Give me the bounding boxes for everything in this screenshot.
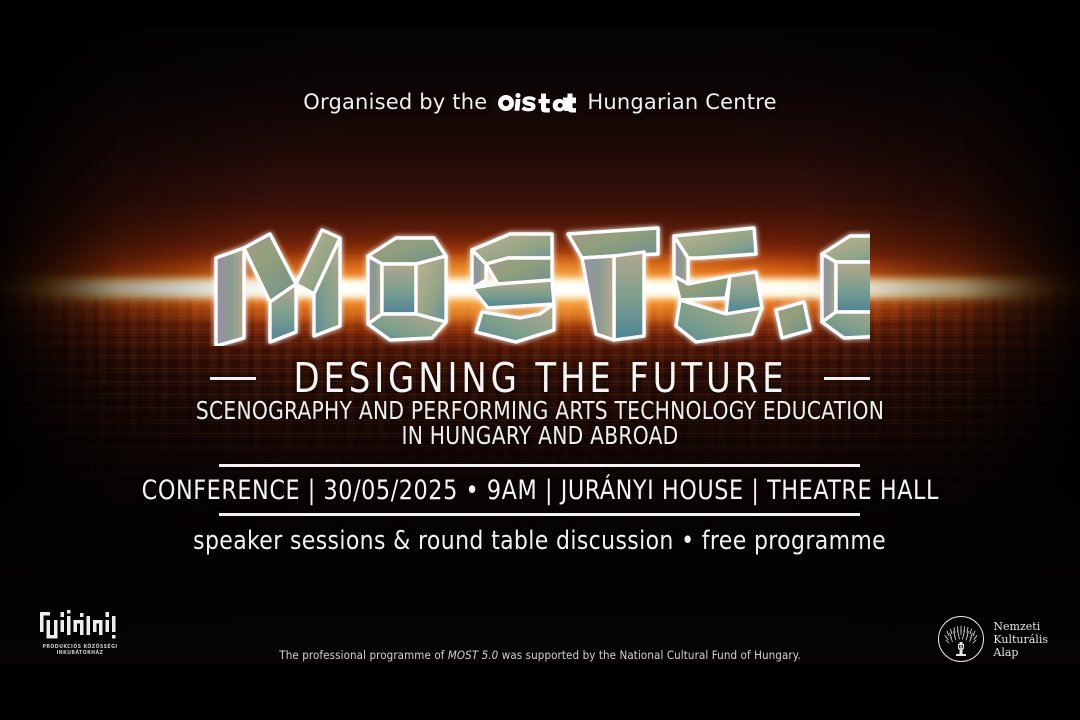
most-wordmark	[0, 214, 1080, 346]
conference-text: CONFERENCE | 30/05/2025 • 9AM | JURÁNYI …	[141, 475, 939, 506]
letterbox-top	[0, 0, 1080, 28]
oistat-logo	[498, 93, 577, 113]
organiser-line: Organised by the	[0, 90, 1080, 114]
poster-content: Organised by the	[0, 28, 1080, 665]
organiser-suffix: Hungarian Centre	[587, 90, 777, 114]
programme-line: speaker sessions & round table discussio…	[0, 526, 1080, 556]
juranyi-caption: PRODUKCIÓS KÖZÖSSÉGI INKUBÁTORHÁZ	[38, 644, 122, 657]
organiser-prefix: Organised by the	[303, 90, 488, 114]
tagline-row: DESIGNING THE FUTURE	[0, 354, 1080, 402]
nka-line-1: Nemzeti	[993, 619, 1041, 633]
juranyi-logo: PRODUKCIÓS KÖZÖSSÉGI INKUBÁTORHÁZ	[38, 610, 122, 657]
juranyi-caption-line-1: PRODUKCIÓS KÖZÖSSÉGI	[42, 644, 118, 650]
programme-text: speaker sessions & round table discussio…	[193, 526, 887, 556]
conference-line: CONFERENCE | 30/05/2025 • 9AM | JURÁNYI …	[0, 475, 1080, 506]
nka-tree-emblem	[938, 616, 985, 662]
tagline-dash-left	[209, 376, 256, 380]
juranyi-logo-mark	[40, 610, 116, 639]
nka-line-3: Alap	[993, 645, 1019, 659]
artwork-stage: Organised by the	[0, 28, 1080, 665]
footer-note-before: The professional programme of	[279, 648, 448, 662]
footer-note-after: was supported by the National Cultural F…	[498, 648, 801, 662]
footer-note-italic: MOST 5.0	[447, 648, 499, 662]
tagline-dash-right	[824, 376, 871, 380]
most-wordmark-svg	[214, 226, 870, 346]
footer-note: The professional programme of MOST 5.0 w…	[0, 648, 1080, 662]
juranyi-caption-line-2: INKUBÁTORHÁZ	[56, 650, 104, 657]
tagline-text: DESIGNING THE FUTURE	[293, 354, 787, 402]
nka-wordmark: Nemzeti Kulturális Alap	[993, 620, 1048, 659]
letterbox-bottom	[0, 665, 1080, 720]
nka-line-2: Kulturális	[993, 632, 1048, 646]
subtitle-line-2: IN HUNGARY AND ABROAD	[401, 421, 679, 450]
divider-rule-bottom	[219, 513, 860, 516]
divider-rule-top	[219, 464, 860, 467]
subtitle-block: SCENOGRAPHY AND PERFORMING ARTS TECHNOLO…	[0, 398, 1080, 448]
nka-logo: Nemzeti Kulturális Alap	[938, 616, 1048, 662]
subtitle-line-1: SCENOGRAPHY AND PERFORMING ARTS TECHNOLO…	[195, 396, 885, 425]
